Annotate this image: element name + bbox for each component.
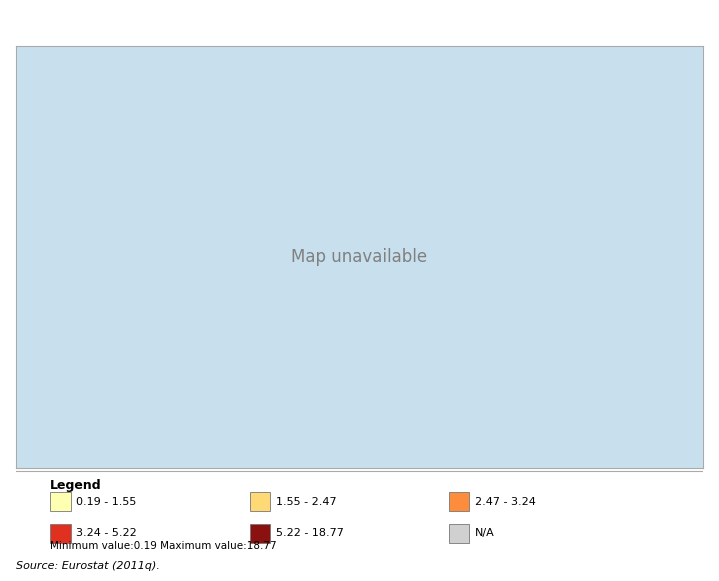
- Text: Map unavailable: Map unavailable: [291, 248, 428, 266]
- Text: 1.55 - 2.47: 1.55 - 2.47: [275, 497, 336, 507]
- Bar: [249, 524, 270, 543]
- Bar: [449, 524, 470, 543]
- Text: N/A: N/A: [475, 528, 495, 539]
- Text: Minimum value:0.19 Maximum value:18.77: Minimum value:0.19 Maximum value:18.77: [50, 541, 277, 551]
- Bar: [50, 492, 70, 511]
- Text: 3.24 - 5.22: 3.24 - 5.22: [76, 528, 137, 539]
- Text: 2.47 - 3.24: 2.47 - 3.24: [475, 497, 536, 507]
- Text: 0.19 - 1.55: 0.19 - 1.55: [76, 497, 137, 507]
- Bar: [449, 492, 470, 511]
- Bar: [50, 524, 70, 543]
- Text: Figure 7.9   Share of long-term unemployment (12 months and more), by NUTS 2 reg: Figure 7.9 Share of long-term unemployme…: [6, 12, 638, 24]
- Bar: [249, 492, 270, 511]
- Text: Legend: Legend: [50, 479, 102, 492]
- Text: 5.22 - 18.77: 5.22 - 18.77: [275, 528, 344, 539]
- Text: Source: Eurostat (2011q).: Source: Eurostat (2011q).: [16, 561, 160, 572]
